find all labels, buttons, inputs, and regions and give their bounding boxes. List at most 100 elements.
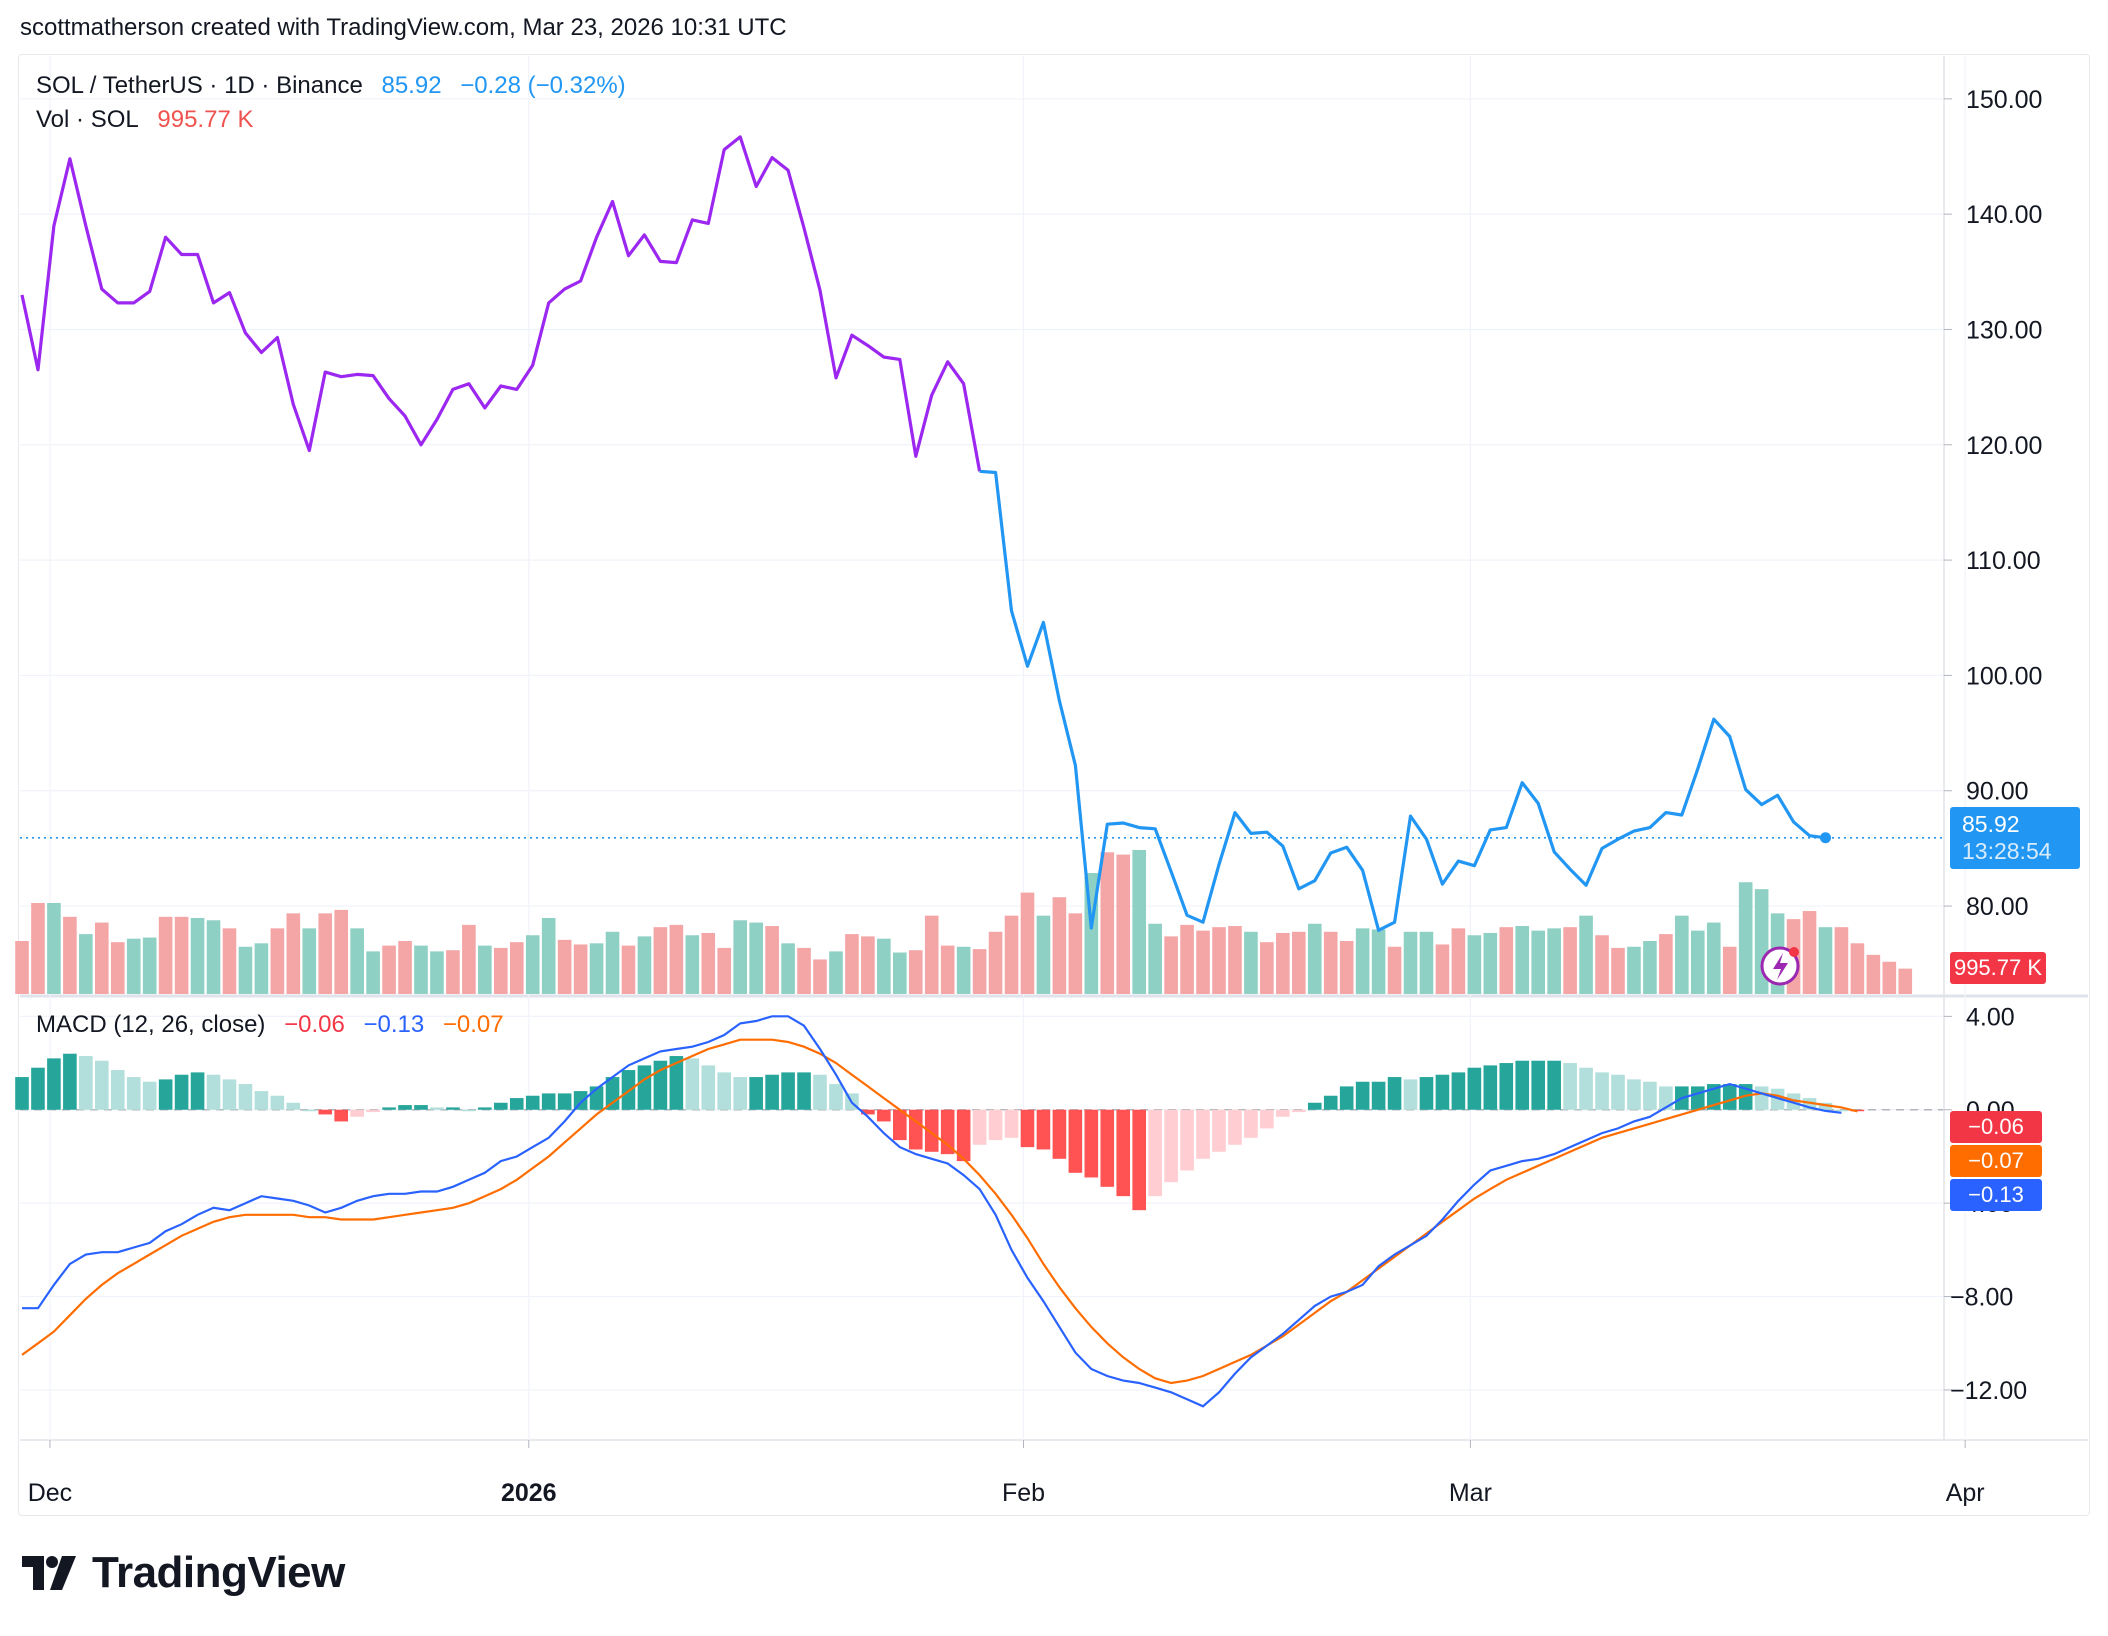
volume-bar bbox=[478, 945, 492, 994]
price-tick-label: 80.00 bbox=[1966, 893, 2029, 921]
macd-hist-bar bbox=[254, 1091, 269, 1110]
price-line-late-segment bbox=[979, 469, 1826, 932]
volume-bar bbox=[813, 959, 827, 994]
macd-hist-bar bbox=[1659, 1086, 1673, 1110]
volume-bar bbox=[1339, 941, 1354, 994]
price-tick-label: 110.00 bbox=[1966, 547, 2041, 575]
macd-hist-bar bbox=[398, 1105, 412, 1110]
volume-bar bbox=[1132, 849, 1146, 994]
volume-bar bbox=[1675, 915, 1689, 994]
price-tick-label: 90.00 bbox=[1966, 778, 2029, 806]
volume-bar bbox=[1834, 927, 1849, 994]
macd-hist-bar bbox=[829, 1084, 843, 1110]
macd-hist-bar bbox=[1228, 1109, 1242, 1145]
volume-bar bbox=[829, 951, 843, 994]
macd-label[interactable]: MACD (12, 26, close) bbox=[36, 1011, 266, 1038]
macd-hist-bar bbox=[1802, 1098, 1817, 1110]
signal-line bbox=[21, 1038, 1858, 1385]
time-axis[interactable]: Dec 2026 Feb Mar Apr bbox=[28, 1440, 1985, 1507]
macd-hist-bar bbox=[1276, 1109, 1290, 1117]
macd-hist-bar bbox=[446, 1107, 460, 1110]
price-tick-label: 140.00 bbox=[1966, 201, 2042, 229]
macd-hist-bar bbox=[924, 1109, 939, 1152]
last-price-badge: 85.92 13:28:54 bbox=[1950, 807, 2080, 869]
macd-hist-bar bbox=[206, 1074, 221, 1110]
volume-bar bbox=[1738, 882, 1753, 994]
macd-line bbox=[22, 1015, 1842, 1408]
macd-hist-bar bbox=[509, 1098, 524, 1110]
volume-bar bbox=[653, 927, 668, 994]
volume-bar bbox=[1228, 926, 1242, 994]
macd-hist-bar bbox=[1435, 1074, 1450, 1110]
lightning-alert-icon[interactable] bbox=[1760, 946, 1800, 986]
tradingview-logo-text: TradingView bbox=[92, 1548, 345, 1597]
macd-hist-value: −0.06 bbox=[284, 1011, 345, 1038]
price-axis[interactable]: 150.00 140.00 130.00 120.00 110.00 100.00 90.0… bbox=[1944, 86, 2042, 921]
macd-hist-bar bbox=[47, 1058, 61, 1110]
volume-bar bbox=[110, 942, 125, 994]
macd-hist-bar bbox=[110, 1070, 125, 1110]
macd-hist-bar bbox=[1132, 1109, 1146, 1211]
time-tick-label: Feb bbox=[1002, 1479, 1045, 1507]
volume-bar bbox=[1148, 923, 1162, 994]
macd-hist-bar bbox=[1100, 1109, 1115, 1187]
volume-badge: 995.77 K bbox=[1950, 952, 2046, 984]
macd-hist-bar bbox=[669, 1056, 684, 1110]
price-legend[interactable]: SOL / TetherUS · 1D · Binance 85.92 −0.2… bbox=[36, 72, 630, 100]
macd-hist-bar bbox=[717, 1072, 732, 1110]
macd-legend[interactable]: MACD (12, 26, close) −0.06 −0.13 −0.07 bbox=[36, 1011, 508, 1039]
volume-bar bbox=[350, 928, 364, 994]
volume-bar bbox=[972, 949, 987, 994]
tradingview-logo[interactable]: TradingView bbox=[22, 1548, 345, 1598]
tradingview-logo-icon bbox=[22, 1556, 76, 1590]
volume-bar bbox=[701, 932, 716, 994]
volume-legend[interactable]: Vol · SOL 995.77 K bbox=[36, 106, 257, 134]
volume-bar bbox=[1818, 927, 1833, 994]
macd-hist-bar bbox=[126, 1077, 141, 1110]
volume-bar bbox=[1691, 930, 1705, 994]
macd-hist-bar bbox=[478, 1107, 492, 1110]
macd-hist-bar bbox=[1116, 1109, 1131, 1197]
macd-hist-bar bbox=[861, 1109, 875, 1115]
price-line-early-segment bbox=[20, 135, 982, 472]
volume-bar bbox=[190, 917, 205, 994]
macd-hist-bar bbox=[142, 1081, 157, 1110]
macd-hist-bar bbox=[1818, 1102, 1833, 1110]
macd-hist-bar bbox=[1020, 1109, 1035, 1148]
symbol-label[interactable]: SOL / TetherUS · 1D · Binance bbox=[36, 72, 363, 99]
volume-bar bbox=[238, 946, 253, 994]
chart-frame[interactable] bbox=[18, 54, 2090, 1516]
volume-label[interactable]: Vol · SOL bbox=[36, 106, 139, 133]
volume-bar bbox=[1164, 936, 1178, 994]
macd-hist-bar bbox=[1180, 1109, 1194, 1171]
volume-bar bbox=[318, 913, 333, 994]
macd-hist-bar bbox=[95, 1060, 109, 1110]
volume-bars bbox=[15, 849, 1913, 994]
macd-hist-bar bbox=[31, 1067, 45, 1110]
macd-hist-bar bbox=[1148, 1109, 1162, 1197]
macd-hist-bar bbox=[238, 1084, 253, 1110]
volume-bar bbox=[988, 931, 1003, 994]
macd-hist-bar bbox=[1403, 1079, 1418, 1110]
volume-bar bbox=[1499, 927, 1514, 994]
volume-bar bbox=[1260, 942, 1274, 994]
macd-hist-bar bbox=[1611, 1074, 1625, 1110]
macd-hist-bar bbox=[430, 1107, 444, 1110]
volume-bar bbox=[47, 902, 61, 994]
macd-hist-bar bbox=[1355, 1081, 1370, 1110]
macd-hist-bar bbox=[1691, 1086, 1705, 1110]
chart-author-line: scottmatherson created with TradingView.… bbox=[20, 14, 787, 41]
macd-hist-bar bbox=[494, 1102, 508, 1110]
macd-hist-bar bbox=[1084, 1109, 1099, 1178]
macd-hist-bar bbox=[1260, 1109, 1274, 1129]
volume-bar bbox=[1196, 930, 1210, 994]
macd-tick-label: 4.00 bbox=[1966, 1003, 2015, 1031]
chart-canvas[interactable]: 150.00 140.00 130.00 120.00 110.00 100.00 90.0… bbox=[0, 0, 2108, 1540]
volume-bar bbox=[1020, 892, 1035, 994]
macd-hist-bar bbox=[366, 1109, 380, 1113]
macd-hist-bar bbox=[174, 1074, 189, 1110]
notification-dot-icon bbox=[1789, 947, 1799, 957]
volume-bar bbox=[637, 936, 652, 994]
last-price-dot bbox=[1819, 832, 1831, 844]
macd-hist-bar bbox=[270, 1095, 285, 1110]
